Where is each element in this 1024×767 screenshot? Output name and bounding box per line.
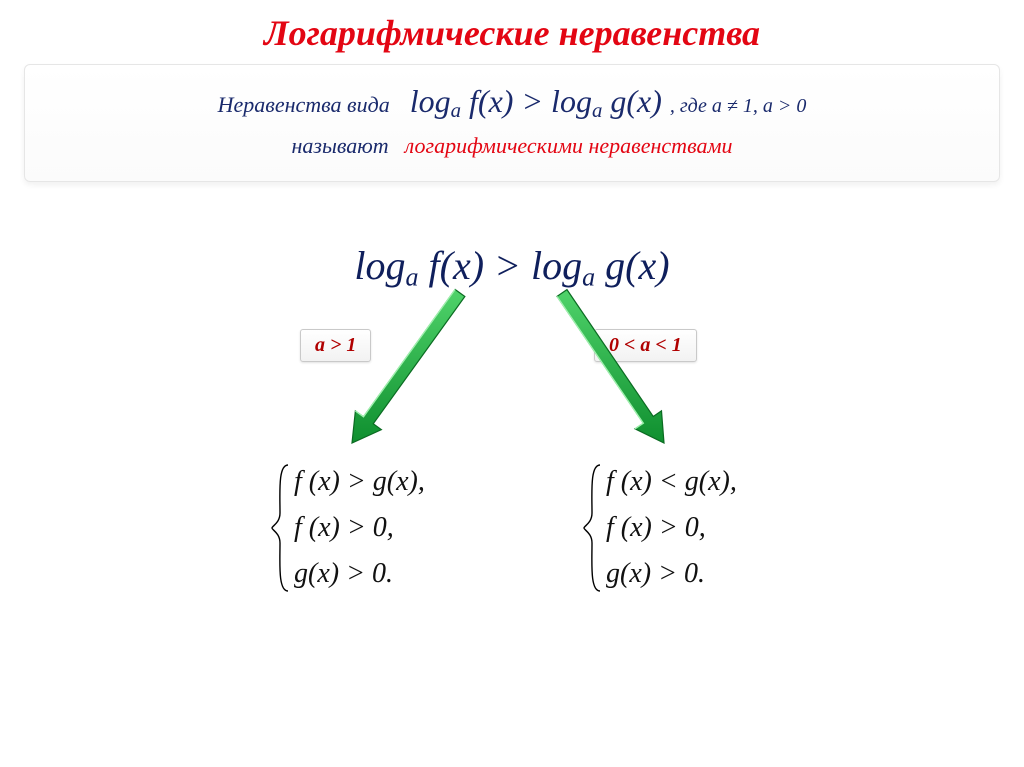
brace-icon: [582, 463, 604, 593]
main-log2: log: [531, 243, 582, 288]
system-left: f (x) > g(x), f (x) > 0, g(x) > 0.: [270, 463, 425, 593]
page-title: Логарифмические неравенства: [0, 0, 1024, 60]
def-fx: f(x) >: [461, 83, 551, 119]
arrow-right: [0, 293, 1024, 493]
main-inequality: loga f(x) > loga g(x): [0, 242, 1024, 293]
def-line2-b: логарифмическими неравенствами: [405, 133, 733, 158]
def-line2-a: называют: [291, 133, 388, 158]
def-sub1: a: [451, 99, 461, 122]
main-sub1: a: [406, 263, 419, 292]
sys-right-row2: f (x) > 0,: [606, 512, 737, 544]
sys-left-row3: g(x) > 0.: [294, 558, 425, 590]
sys-left-row1: f (x) > g(x),: [294, 466, 425, 498]
def-tail: , где a ≠ 1, a > 0: [670, 95, 807, 117]
sys-right-row1: f (x) < g(x),: [606, 466, 737, 498]
def-log2: log: [551, 83, 592, 119]
sys-right-row3: g(x) > 0.: [606, 558, 737, 590]
def-sub2: a: [592, 99, 602, 122]
definition-box: Неравенства вида loga f(x) > loga g(x) ,…: [24, 64, 1000, 182]
main-gx: g(x): [595, 243, 669, 288]
brace-icon: [270, 463, 292, 593]
definition-line-2: называют логарифмическими неравенствами: [37, 133, 987, 159]
main-log1: log: [354, 243, 405, 288]
def-prefix: Неравенства вида: [218, 92, 390, 117]
def-gx: g(x): [602, 83, 662, 119]
branches-area: a > 1 0 < a < 1 f (x) > g(x), f (x) > 0,…: [0, 293, 1024, 713]
def-log1: log: [410, 83, 451, 119]
main-fx: f(x) >: [419, 243, 532, 288]
main-sub2: a: [582, 263, 595, 292]
def-formula: loga f(x) > loga g(x): [394, 83, 670, 119]
definition-line-1: Неравенства вида loga f(x) > loga g(x) ,…: [37, 83, 987, 123]
sys-left-row2: f (x) > 0,: [294, 512, 425, 544]
system-right: f (x) < g(x), f (x) > 0, g(x) > 0.: [582, 463, 737, 593]
